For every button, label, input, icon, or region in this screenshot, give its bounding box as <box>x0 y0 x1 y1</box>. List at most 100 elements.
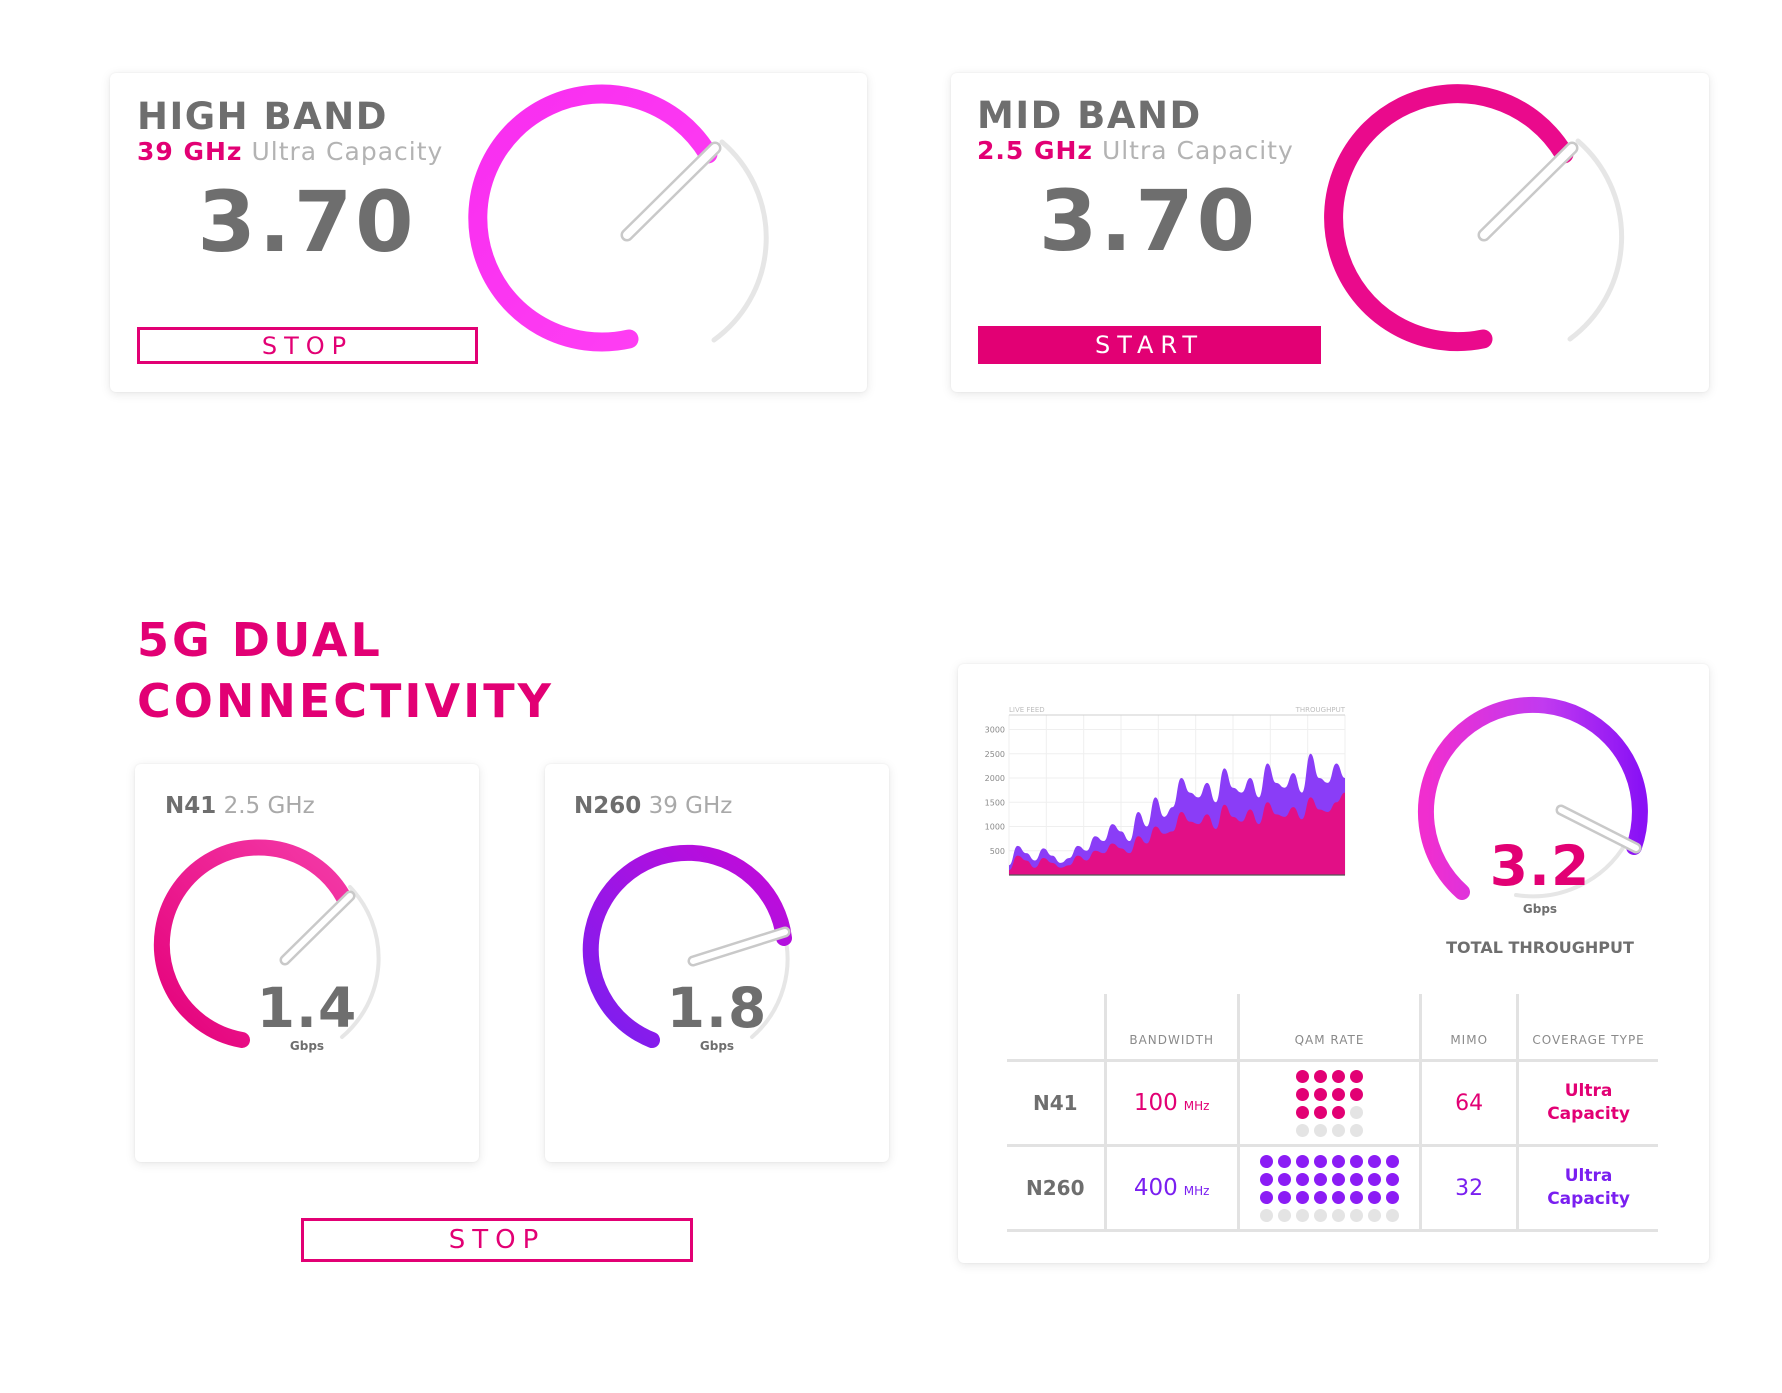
qam-dot-filled <box>1386 1172 1400 1186</box>
qam-dot-filled <box>1368 1172 1382 1186</box>
chart-y-tick-label: 1500 <box>985 798 1005 807</box>
qam-dot-filled <box>1314 1087 1328 1101</box>
high-band-stop-button[interactable]: STOP <box>137 327 478 364</box>
table-row-n260: N260 400 MHz 32 Ultra Capacity <box>1007 1145 1658 1232</box>
qam-dot-filled <box>1278 1190 1292 1204</box>
qam-dot-filled <box>1314 1172 1328 1186</box>
chart-area-series-2 <box>1009 792 1345 875</box>
qam-dot-filled <box>1314 1105 1328 1119</box>
qam-dot-empty <box>1350 1105 1364 1119</box>
mid-band-description: Ultra Capacity <box>1101 136 1294 165</box>
chart-y-tick-label: 3000 <box>985 726 1005 735</box>
gauge-track <box>711 139 769 343</box>
qam-dot-filled <box>1296 1105 1310 1119</box>
mid-band-frequency: 2.5 GHz <box>977 136 1093 165</box>
qam-dot-empty <box>1332 1123 1346 1137</box>
mid-band-subtitle: 2.5 GHz Ultra Capacity <box>977 136 1294 165</box>
total-throughput-unit: Gbps <box>1522 902 1558 916</box>
qam-dot-filled <box>1296 1154 1310 1168</box>
qam-dot-filled <box>1332 1105 1346 1119</box>
chart-label-live-feed: LIVE FEED <box>1009 706 1045 714</box>
header-bandwidth: BANDWIDTH <box>1105 994 1240 1062</box>
qam-dot-filled <box>1332 1087 1346 1101</box>
qam-dot-empty <box>1314 1208 1328 1222</box>
qam-dot-filled <box>1296 1172 1310 1186</box>
qam-dot-empty <box>1368 1208 1382 1222</box>
mid-band-card: MID BAND 2.5 GHz Ultra Capacity 3.70 STA… <box>951 73 1709 392</box>
chart-label-throughput: THROUGHPUT <box>1295 706 1346 714</box>
gauge-fill <box>1324 84 1574 352</box>
bandwidth-cell: 100 MHz <box>1105 1060 1240 1147</box>
qam-dot-filled <box>1314 1069 1328 1083</box>
row-name: N41 <box>1007 1060 1107 1147</box>
qam-dot-filled <box>1260 1190 1274 1204</box>
mid-band-gauge <box>1324 84 1625 352</box>
n260-frequency: 39 GHz <box>648 793 733 819</box>
n260-card: N260 39 GHz 1.8 Gbps <box>545 764 889 1162</box>
gauge-track <box>340 885 381 1039</box>
qam-dot-filled <box>1386 1154 1400 1168</box>
qam-dot-empty <box>1260 1208 1274 1222</box>
high-band-description: Ultra Capacity <box>251 137 444 166</box>
qam-dot-filled <box>1296 1069 1310 1083</box>
high-band-frequency: 39 GHz <box>137 137 243 166</box>
throughput-card: LIVE FEED THROUGHPUT 3000 2500 2000 1500 100… <box>958 664 1709 1263</box>
gauge-fill <box>1417 696 1648 900</box>
qam-dot-empty <box>1332 1208 1346 1222</box>
n41-title: N41 2.5 GHz <box>165 793 315 819</box>
qam-dot-filled <box>1260 1172 1274 1186</box>
n260-value: 1.8 <box>666 976 768 1040</box>
table-row-n41: N41 100 MHz 64 Ultra Capacity <box>1007 1060 1658 1147</box>
bandwidth-unit: MHz <box>1183 1184 1210 1198</box>
mid-band-start-button[interactable]: START <box>978 326 1321 364</box>
qam-dot-filled <box>1260 1154 1274 1168</box>
high-band-gauge <box>468 84 769 352</box>
high-band-card: HIGH BAND 39 GHz Ultra Capacity 3.70 STO… <box>110 73 867 392</box>
n41-name: N41 <box>165 793 217 819</box>
bandwidth-unit: MHz <box>1183 1099 1210 1113</box>
dual-title-line1: 5G DUAL <box>137 613 383 667</box>
qam-dot-filled <box>1350 1154 1364 1168</box>
n260-gauge <box>582 844 792 1048</box>
high-band-subtitle: 39 GHz Ultra Capacity <box>137 137 443 166</box>
table-header-row: BANDWIDTH QAM RATE MIMO COVERAGE TYPE <box>1007 994 1658 1062</box>
qam-dot-filled <box>1332 1172 1346 1186</box>
header-mimo: MIMO <box>1420 994 1520 1062</box>
chart-y-tick-label: 1000 <box>985 823 1005 832</box>
mimo-value: 32 <box>1420 1145 1520 1232</box>
coverage-line1: Ultra <box>1564 1081 1613 1101</box>
dual-connectivity-title: 5G DUAL CONNECTIVITY <box>137 610 554 732</box>
n41-frequency: 2.5 GHz <box>223 793 315 819</box>
qam-dot-empty <box>1386 1208 1400 1222</box>
qam-dot-filled <box>1386 1190 1400 1204</box>
qam-dot-empty <box>1350 1208 1364 1222</box>
qam-dot-filled <box>1332 1069 1346 1083</box>
chart-y-tick-label: 2500 <box>985 750 1005 759</box>
n41-unit: Gbps <box>289 1039 325 1053</box>
qam-dot-filled <box>1314 1190 1328 1204</box>
coverage-cell: Ultra Capacity <box>1517 1145 1658 1232</box>
mimo-value: 64 <box>1420 1060 1520 1147</box>
coverage-cell: Ultra Capacity <box>1517 1060 1658 1147</box>
qam-dot-filled <box>1296 1190 1310 1204</box>
gauge-track <box>1567 138 1625 342</box>
qam-dots <box>1260 1154 1400 1222</box>
coverage-line1: Ultra <box>1564 1166 1613 1186</box>
qam-dot-filled <box>1350 1172 1364 1186</box>
gauge-fill <box>582 844 792 1048</box>
high-band-title: HIGH BAND <box>137 95 388 138</box>
qam-dot-filled <box>1332 1190 1346 1204</box>
n260-title: N260 39 GHz <box>574 793 732 819</box>
qam-dot-filled <box>1350 1069 1364 1083</box>
band-spec-table: BANDWIDTH QAM RATE MIMO COVERAGE TYPE N4… <box>1007 994 1658 1232</box>
total-throughput-value: 3.2 <box>1489 834 1591 898</box>
row-name: N260 <box>1007 1145 1107 1232</box>
total-throughput-label: TOTAL THROUGHPUT <box>1446 938 1634 957</box>
gauge-fill <box>153 839 352 1048</box>
qam-dot-filled <box>1296 1087 1310 1101</box>
dual-stop-button[interactable]: STOP <box>301 1218 693 1262</box>
bandwidth-value: 100 <box>1133 1090 1178 1116</box>
high-band-value: 3.70 <box>197 173 417 271</box>
qam-dot-filled <box>1332 1154 1346 1168</box>
bandwidth-value: 400 <box>1133 1175 1178 1201</box>
